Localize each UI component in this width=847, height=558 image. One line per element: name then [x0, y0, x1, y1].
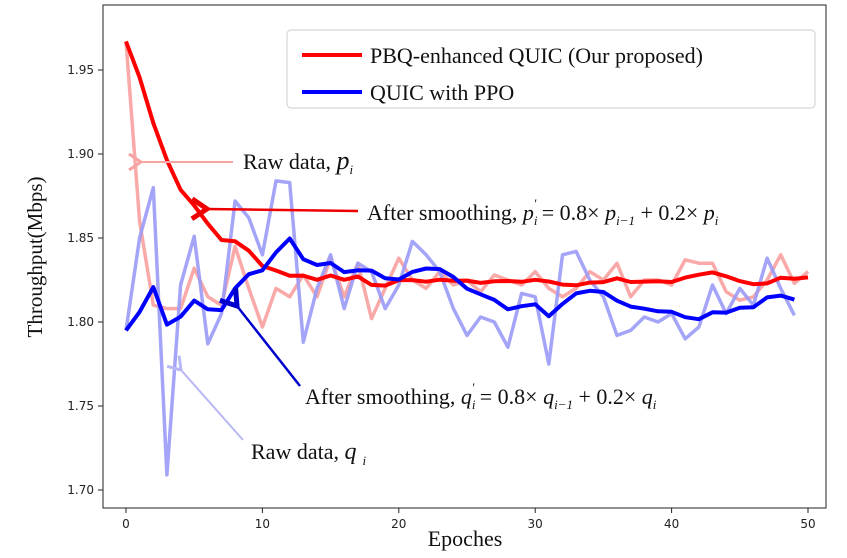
x-tick-label: 40: [664, 517, 679, 531]
annotation-raw-p: Raw data, pi: [243, 146, 353, 177]
x-tick-label: 20: [391, 517, 406, 531]
smoothed-line-pbq: [124, 40, 809, 288]
x-tick-label: 50: [800, 517, 815, 531]
y-tick-label: 1.95: [67, 63, 94, 77]
annotation-smooth-p: After smoothing, pi' = 0.8× pi−1 + 0.2× …: [367, 196, 719, 228]
annotation-smooth-q: After smoothing, qi' = 0.8× qi−1 + 0.2× …: [305, 380, 657, 412]
y-tick-label: 1.80: [67, 315, 94, 329]
raw-line-ppo: [124, 179, 796, 477]
plot-frame: [102, 4, 827, 509]
arrow-smooth-q: [219, 287, 301, 387]
legend-label-ppo: QUIC with PPO: [370, 80, 514, 105]
legend: PBQ-enhanced QUIC (Our proposed) QUIC wi…: [286, 29, 816, 109]
y-tick-label: 1.75: [67, 399, 94, 413]
x-axis-label: Epoches: [428, 526, 503, 551]
x-tick-label: 0: [122, 517, 130, 531]
arrow-raw-q: [166, 355, 244, 441]
y-tick-label: 1.70: [67, 483, 94, 497]
legend-label-pbq: PBQ-enhanced QUIC (Our proposed): [370, 43, 703, 68]
arrow-smooth-p: [190, 196, 359, 221]
y-tick-label: 1.90: [67, 147, 94, 161]
y-axis-label: Throughput(Mbps): [23, 177, 47, 338]
x-tick-label: 10: [255, 517, 270, 531]
smoothed-line-ppo: [124, 236, 795, 332]
x-tick-label: 30: [528, 517, 543, 531]
y-tick-label: 1.85: [67, 231, 94, 245]
